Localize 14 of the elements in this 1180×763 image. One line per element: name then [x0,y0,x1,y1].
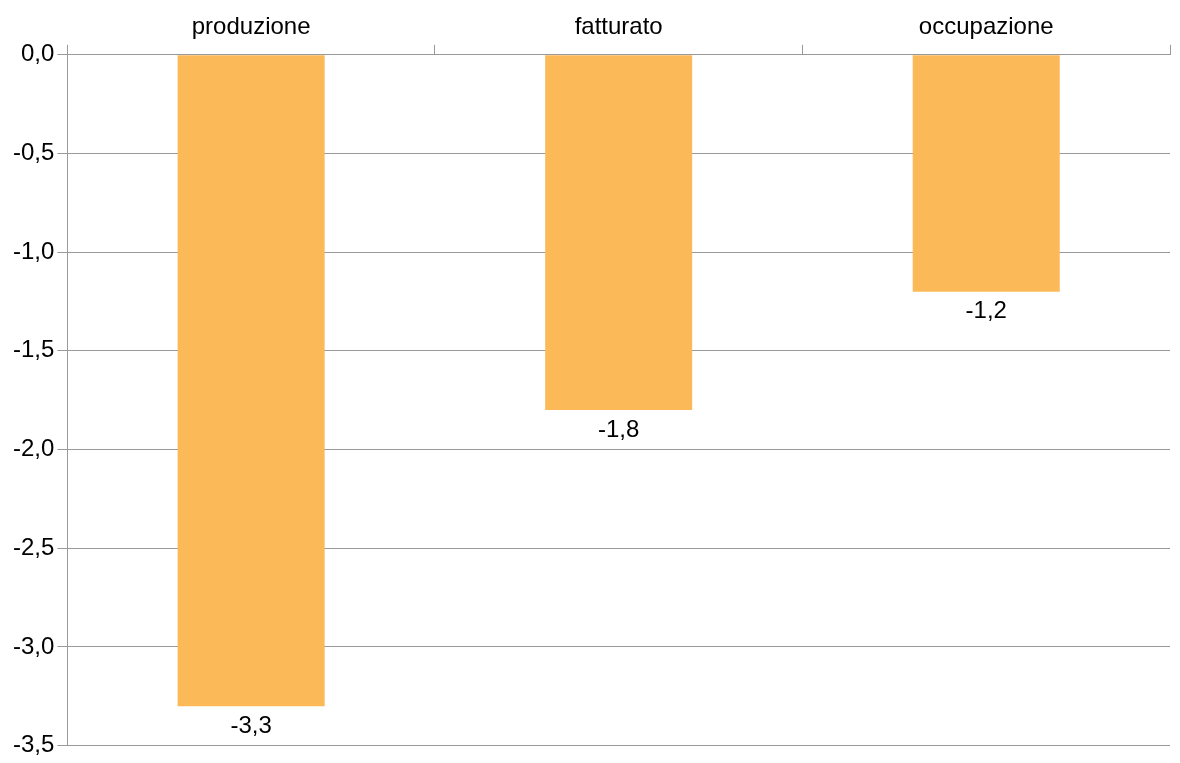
x-tick-label: occupazione [918,12,1054,40]
y-tick-label: -2,0 [13,434,55,462]
y-tick-label: -2,5 [13,532,55,560]
y-tick-label: 0,0 [20,39,55,67]
data-label: -3,3 [230,710,272,738]
y-tick-label: -1,0 [13,236,55,264]
x-tick-label: fatturato [574,12,663,40]
data-label: -1,2 [965,296,1007,324]
y-tick-label: -0,5 [13,138,55,166]
data-label: -1,8 [598,414,640,442]
x-tick-label: produzione [191,12,311,40]
y-tick-label: -3,5 [13,730,55,758]
y-tick-label: -3,0 [13,631,55,659]
y-tick-label: -1,5 [13,335,55,363]
